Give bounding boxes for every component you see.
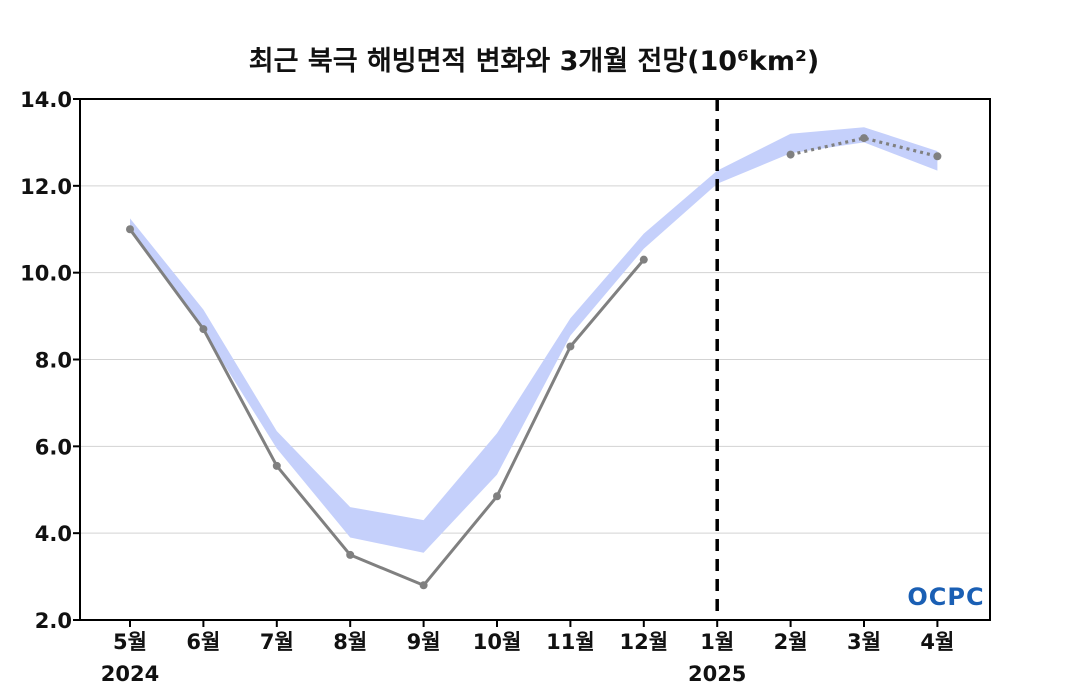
x-tick-label: 9월 bbox=[407, 630, 441, 654]
chart-title: 최근 북극 해빙면적 변화와 3개월 전망(10⁶km²) bbox=[249, 46, 819, 77]
observed-point bbox=[566, 342, 575, 351]
observed-point bbox=[346, 550, 355, 559]
x-tick-label: 5월 bbox=[113, 630, 147, 654]
x-tick-label: 2월 bbox=[774, 630, 808, 654]
observed-point bbox=[639, 255, 648, 264]
y-tick-label: 4.0 bbox=[35, 522, 72, 546]
forecast-band-layer bbox=[130, 127, 938, 553]
forecast-point bbox=[860, 134, 868, 143]
x-tick-label: 1월 bbox=[700, 630, 734, 654]
forecast-point bbox=[933, 152, 942, 161]
observed-point bbox=[272, 461, 281, 470]
observed-point bbox=[493, 492, 501, 501]
y-tick-label: 14.0 bbox=[20, 88, 72, 112]
x-tick-label: 11월 bbox=[546, 630, 595, 654]
y-tick-label: 10.0 bbox=[20, 262, 72, 286]
year-label: 2024 bbox=[101, 662, 159, 686]
forecast-point bbox=[786, 150, 795, 159]
observed-point bbox=[126, 225, 134, 234]
observed-line bbox=[128, 228, 645, 587]
range-band bbox=[130, 127, 938, 553]
x-tick-label: 3월 bbox=[847, 630, 881, 654]
x-tick-label: 6월 bbox=[186, 630, 220, 654]
grid bbox=[80, 185, 990, 534]
y-tick-label: 12.0 bbox=[20, 175, 72, 199]
y-tick-label: 8.0 bbox=[35, 349, 72, 373]
series-layer bbox=[126, 134, 942, 590]
y-tick-label: 6.0 bbox=[35, 435, 72, 459]
axis-layer: 2.0 4.0 6.0 8.0 10.0 12.0 14.0 5월 6월 7월 8월 9월 10월 11월… bbox=[20, 88, 954, 686]
year-label: 2025 bbox=[688, 662, 746, 686]
x-tick-label: 7월 bbox=[260, 630, 294, 654]
x-tick-label: 10월 bbox=[473, 630, 522, 654]
observed-point bbox=[199, 325, 208, 334]
x-tick-label: 8월 bbox=[333, 630, 367, 654]
x-tick-label: 4월 bbox=[920, 630, 954, 654]
x-tick-label: 12월 bbox=[620, 630, 669, 654]
ocpc-logo: OCPC bbox=[907, 583, 984, 611]
observed-point bbox=[419, 581, 428, 590]
y-tick-label: 2.0 bbox=[35, 609, 72, 633]
